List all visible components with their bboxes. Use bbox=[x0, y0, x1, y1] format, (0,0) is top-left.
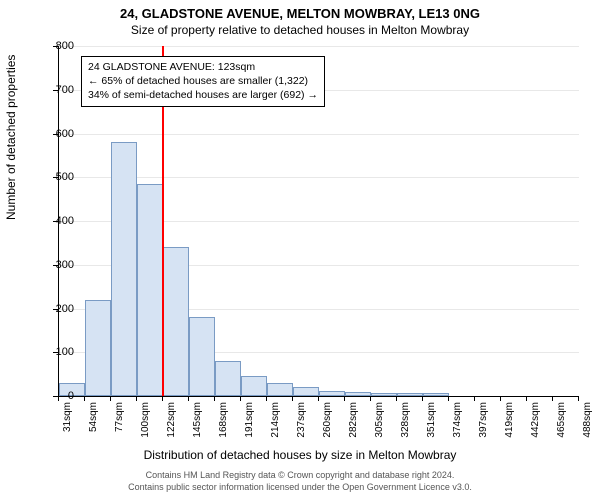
x-tick-label: 351sqm bbox=[426, 402, 437, 452]
x-tick-mark bbox=[266, 396, 267, 401]
x-tick-label: 100sqm bbox=[140, 402, 151, 452]
x-tick-mark bbox=[552, 396, 553, 401]
y-tick-mark bbox=[53, 134, 58, 135]
x-tick-label: 145sqm bbox=[192, 402, 203, 452]
histogram-bar bbox=[423, 393, 449, 396]
histogram-bar bbox=[397, 393, 423, 396]
chart-title: 24, GLADSTONE AVENUE, MELTON MOWBRAY, LE… bbox=[0, 0, 600, 21]
histogram-bar bbox=[267, 383, 293, 396]
x-tick-label: 305sqm bbox=[374, 402, 385, 452]
footer-line-2: Contains public sector information licen… bbox=[0, 482, 600, 494]
footer-attribution: Contains HM Land Registry data © Crown c… bbox=[0, 470, 600, 493]
x-tick-label: 214sqm bbox=[270, 402, 281, 452]
x-tick-label: 328sqm bbox=[400, 402, 411, 452]
x-tick-label: 168sqm bbox=[218, 402, 229, 452]
x-tick-label: 419sqm bbox=[504, 402, 515, 452]
y-tick-label: 600 bbox=[44, 128, 74, 140]
x-tick-label: 31sqm bbox=[62, 402, 73, 452]
x-tick-label: 54sqm bbox=[88, 402, 99, 452]
histogram-bar bbox=[111, 142, 137, 396]
annotation-line: 34% of semi-detached houses are larger (… bbox=[88, 88, 318, 102]
histogram-bar bbox=[163, 247, 189, 396]
x-tick-mark bbox=[84, 396, 85, 401]
x-tick-label: 465sqm bbox=[556, 402, 567, 452]
x-tick-label: 397sqm bbox=[478, 402, 489, 452]
x-tick-label: 488sqm bbox=[582, 402, 593, 452]
x-tick-label: 191sqm bbox=[244, 402, 255, 452]
histogram-bar bbox=[371, 393, 397, 397]
x-tick-mark bbox=[578, 396, 579, 401]
grid-line bbox=[59, 134, 579, 135]
y-tick-label: 400 bbox=[44, 215, 74, 227]
y-tick-label: 800 bbox=[44, 40, 74, 52]
y-tick-mark bbox=[53, 221, 58, 222]
x-tick-mark bbox=[396, 396, 397, 401]
x-tick-mark bbox=[214, 396, 215, 401]
plot-area: 24 GLADSTONE AVENUE: 123sqm← 65% of deta… bbox=[58, 46, 579, 397]
chart-container: { "title": "24, GLADSTONE AVENUE, MELTON… bbox=[0, 0, 600, 500]
histogram-bar bbox=[85, 300, 111, 396]
x-tick-label: 260sqm bbox=[322, 402, 333, 452]
histogram-bar bbox=[215, 361, 241, 396]
histogram-bar bbox=[293, 387, 319, 396]
x-tick-mark bbox=[292, 396, 293, 401]
y-tick-label: 500 bbox=[44, 171, 74, 183]
x-tick-label: 122sqm bbox=[166, 402, 177, 452]
y-tick-mark bbox=[53, 46, 58, 47]
annotation-box: 24 GLADSTONE AVENUE: 123sqm← 65% of deta… bbox=[81, 56, 325, 107]
y-axis-label: Number of detached properties bbox=[4, 55, 18, 220]
x-tick-mark bbox=[188, 396, 189, 401]
y-tick-mark bbox=[53, 309, 58, 310]
y-tick-label: 200 bbox=[44, 303, 74, 315]
y-tick-label: 700 bbox=[44, 84, 74, 96]
x-tick-mark bbox=[370, 396, 371, 401]
histogram-bar bbox=[137, 184, 163, 396]
x-tick-mark bbox=[240, 396, 241, 401]
histogram-bar bbox=[345, 392, 371, 396]
x-tick-mark bbox=[448, 396, 449, 401]
x-tick-mark bbox=[344, 396, 345, 401]
y-tick-mark bbox=[53, 265, 58, 266]
x-tick-mark bbox=[110, 396, 111, 401]
x-tick-mark bbox=[500, 396, 501, 401]
histogram-bar bbox=[319, 391, 345, 396]
y-tick-label: 300 bbox=[44, 259, 74, 271]
histogram-bar bbox=[241, 376, 267, 396]
chart-subtitle: Size of property relative to detached ho… bbox=[0, 21, 600, 37]
y-tick-label: 0 bbox=[44, 390, 74, 402]
grid-line bbox=[59, 177, 579, 178]
x-tick-mark bbox=[136, 396, 137, 401]
x-tick-mark bbox=[162, 396, 163, 401]
x-tick-label: 77sqm bbox=[114, 402, 125, 452]
x-tick-label: 374sqm bbox=[452, 402, 463, 452]
y-tick-mark bbox=[53, 90, 58, 91]
x-tick-mark bbox=[318, 396, 319, 401]
y-tick-mark bbox=[53, 177, 58, 178]
histogram-bar bbox=[189, 317, 215, 396]
y-tick-mark bbox=[53, 352, 58, 353]
footer-line-1: Contains HM Land Registry data © Crown c… bbox=[0, 470, 600, 482]
x-tick-mark bbox=[422, 396, 423, 401]
x-tick-mark bbox=[474, 396, 475, 401]
y-tick-label: 100 bbox=[44, 346, 74, 358]
annotation-line: ← 65% of detached houses are smaller (1,… bbox=[88, 74, 318, 88]
annotation-line: 24 GLADSTONE AVENUE: 123sqm bbox=[88, 60, 318, 74]
x-tick-mark bbox=[526, 396, 527, 401]
x-tick-label: 442sqm bbox=[530, 402, 541, 452]
x-tick-label: 282sqm bbox=[348, 402, 359, 452]
x-tick-label: 237sqm bbox=[296, 402, 307, 452]
grid-line bbox=[59, 46, 579, 47]
x-tick-mark bbox=[58, 396, 59, 401]
